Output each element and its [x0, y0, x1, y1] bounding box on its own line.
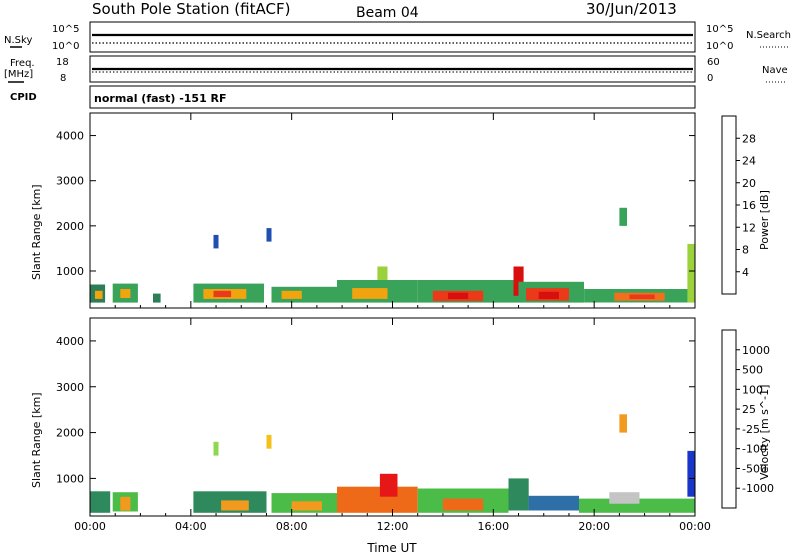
velocity-ylabel: Slant Range [km] — [30, 392, 43, 488]
power-frame — [89, 112, 696, 309]
y-tick-label: 3000 — [56, 381, 84, 394]
data-cell — [579, 498, 695, 513]
nave-tick-bottom: 0 — [707, 73, 713, 84]
y-tick-label: 3000 — [56, 175, 84, 188]
data-cell — [442, 498, 484, 511]
velocity-colorbar: 1000 500 100 25 -25 -100 -500 -1000 — [721, 329, 774, 509]
freq-nave-panel: Freq. [MHz] 18 8 60 0 Nave — [4, 55, 788, 84]
y-tick-label: 4000 — [56, 335, 84, 348]
power-colorbar-label: Power [dB] — [758, 190, 771, 250]
colorbar-tick-label: 20 — [742, 177, 756, 190]
cpid-label: CPID — [10, 92, 37, 103]
y-tick-label: 2000 — [56, 427, 84, 440]
colorbar-tick-label: 500 — [742, 364, 763, 377]
x-tick-label: 20:00 — [578, 520, 610, 533]
x-tick-label: 04:00 — [175, 520, 207, 533]
x-tick-label: 16:00 — [477, 520, 509, 533]
colorbar-frame — [721, 115, 737, 295]
power-colorbar: 4 8 12 16 20 24 28 — [721, 115, 756, 295]
data-cell — [221, 500, 249, 511]
data-cell — [337, 486, 418, 513]
data-cell — [609, 492, 640, 504]
cpid-panel: normal (fast) -151 RF CPID — [10, 85, 696, 109]
sky-tick-top: 10^5 — [52, 24, 79, 35]
colorbar-tick-label: 12 — [742, 221, 756, 234]
velocity-panel: 1000 2000 3000 4000 00:00 04:00 08:00 12:00 16:… — [30, 317, 774, 554]
colorbar-tick-label: 28 — [742, 132, 756, 145]
colorbar-tick-label: 100 — [742, 383, 763, 396]
freq-tick-top: 18 — [56, 57, 69, 68]
power-panel: 1000 2000 3000 4000 Slant Range [km] 4 8 12 16… — [30, 112, 771, 309]
search-tick-top: 10^5 — [706, 24, 733, 35]
y-tick-label: 1000 — [56, 472, 84, 485]
colorbar-tick-label: 4 — [742, 266, 749, 279]
colorbar-tick-label: 25 — [742, 403, 756, 416]
time-axis-label: Time UT — [366, 541, 417, 554]
colorbar-tick-label: 1000 — [742, 344, 770, 357]
colorbar-tick-label: 16 — [742, 199, 756, 212]
data-cell — [95, 290, 103, 299]
nave-label: Nave — [762, 65, 788, 76]
colorbar-tick-label: -25 — [742, 423, 760, 436]
x-tick-label: 12:00 — [377, 520, 409, 533]
data-cell — [352, 288, 388, 299]
data-cell — [538, 291, 559, 299]
colorbar-tick-label: 24 — [742, 155, 756, 168]
date-label: 30/Jun/2013 — [586, 0, 677, 18]
data-cell — [120, 289, 131, 298]
data-cell — [508, 478, 529, 511]
data-cell — [213, 290, 232, 298]
nave-tick-top: 60 — [707, 57, 720, 68]
x-tick-label: 08:00 — [276, 520, 308, 533]
cpid-text: normal (fast) -151 RF — [94, 92, 227, 105]
power-ylabel: Slant Range [km] — [30, 184, 43, 280]
data-cell — [291, 501, 322, 511]
data-cell — [448, 292, 469, 299]
data-cell — [619, 414, 627, 433]
freq-label: Freq. — [10, 58, 35, 69]
colorbar-frame — [721, 329, 737, 509]
velocity-colorbar-label: Velocity [m s^-1] — [758, 385, 771, 480]
freq-tick-bottom: 8 — [60, 73, 66, 84]
colorbar-tick-label: 8 — [742, 244, 749, 257]
colorbar-tick-label: -100 — [742, 443, 767, 456]
data-cell — [266, 434, 272, 449]
nsearch-label: N.Search — [746, 30, 791, 41]
nsky-label: N.Sky — [4, 35, 32, 46]
y-tick-label: 4000 — [56, 130, 84, 143]
y-tick-label: 2000 — [56, 220, 84, 233]
x-tick-label: 00:00 — [74, 520, 106, 533]
data-cell — [528, 495, 579, 511]
data-cell — [120, 496, 131, 511]
data-cell — [153, 293, 161, 303]
sky-search-panel: N.Sky N.Search 10^5 10^0 10^5 10^0 — [4, 21, 791, 53]
y-tick-label: 1000 — [56, 265, 84, 278]
beam-label: Beam 04 — [356, 5, 419, 21]
power-cells — [90, 207, 695, 303]
sky-tick-bottom: 10^0 — [52, 41, 79, 52]
data-cell — [266, 228, 272, 242]
freq-unit: [MHz] — [4, 69, 33, 80]
colorbar-tick-label: -1000 — [742, 482, 774, 495]
data-cell — [687, 243, 695, 303]
data-cell — [271, 286, 337, 303]
data-cell — [513, 266, 524, 296]
data-cell — [213, 441, 219, 456]
data-cell — [619, 207, 627, 226]
x-tick-label: 00:00 — [679, 520, 711, 533]
velocity-cells — [90, 414, 695, 513]
colorbar-tick-label: -500 — [742, 462, 767, 475]
data-cell — [379, 473, 398, 497]
data-cell — [90, 491, 111, 513]
data-cell — [687, 450, 695, 497]
station-title: South Pole Station (fitACF) — [92, 0, 290, 18]
data-cell — [377, 266, 388, 280]
data-cell — [629, 294, 655, 299]
data-cell — [281, 290, 302, 299]
search-tick-bottom: 10^0 — [706, 41, 733, 52]
data-cell — [213, 234, 219, 249]
